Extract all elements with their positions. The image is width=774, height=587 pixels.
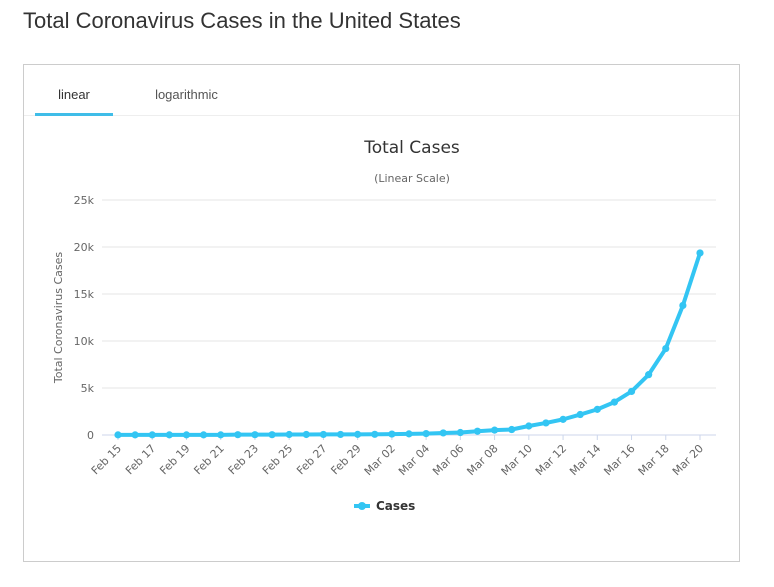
x-tick-label: Mar 18	[636, 442, 672, 478]
tab-bar: linear logarithmic	[24, 65, 739, 116]
data-point	[268, 431, 276, 439]
data-point	[525, 422, 533, 430]
data-point	[456, 428, 464, 437]
chart-card: linear logarithmic Total Cases (Linear Sc…	[23, 64, 740, 562]
data-point	[679, 301, 687, 310]
chart-subtitle: (Linear Scale)	[374, 172, 450, 185]
legend-label-cases: Cases	[376, 499, 415, 513]
data-point	[542, 419, 550, 427]
x-tick-label: Mar 12	[533, 442, 569, 478]
data-point	[627, 387, 636, 396]
data-point	[508, 425, 516, 434]
x-tick-label: Feb 21	[191, 442, 226, 477]
data-point	[439, 429, 447, 437]
data-point	[610, 398, 619, 406]
data-point	[696, 249, 704, 257]
data-point	[336, 430, 345, 439]
data-point	[131, 431, 139, 439]
tab-linear[interactable]: linear	[58, 87, 90, 102]
data-point	[662, 344, 670, 353]
data-point	[490, 426, 499, 434]
x-tick-label: Feb 17	[123, 442, 158, 477]
x-tick-label: Feb 27	[294, 442, 329, 477]
y-tick-label: 20k	[74, 241, 95, 254]
x-tick-label: Mar 02	[362, 442, 398, 478]
tab-logarithmic[interactable]: logarithmic	[155, 87, 218, 102]
data-point	[388, 430, 396, 438]
y-tick-label: 10k	[74, 335, 95, 348]
x-tick-label: Mar 06	[430, 442, 466, 478]
x-tick-label: Mar 14	[567, 442, 603, 478]
x-tick-label: Feb 25	[260, 442, 295, 477]
y-tick-label: 15k	[74, 288, 95, 301]
x-tick-label: Feb 15	[89, 442, 124, 477]
data-point	[593, 405, 601, 413]
y-tick-label: 0	[87, 429, 94, 442]
data-point	[285, 430, 293, 439]
y-tick-label: 5k	[81, 382, 95, 395]
chart: Total Cases (Linear Scale) 0 5k 10k 15k 20k 25k…	[52, 138, 716, 513]
data-point	[405, 430, 413, 438]
data-point	[422, 429, 430, 438]
data-point	[354, 430, 362, 438]
page-title: Total Coronavirus Cases in the United St…	[23, 8, 461, 33]
data-point	[217, 431, 225, 439]
legend-marker	[358, 502, 366, 510]
data-point	[251, 431, 259, 439]
y-axis-title: Total Coronavirus Cases	[52, 252, 65, 385]
data-point	[559, 415, 567, 423]
series-line-cases	[116, 250, 702, 437]
x-tick-label: Feb 29	[328, 442, 363, 477]
active-tab-indicator	[35, 113, 113, 116]
data-point	[576, 410, 584, 419]
x-tick-label: Mar 10	[499, 442, 535, 478]
data-point	[114, 431, 122, 439]
x-tick-label: Feb 19	[157, 442, 192, 477]
x-tick-label: Mar 08	[464, 442, 500, 478]
data-point	[234, 431, 242, 439]
data-point	[302, 430, 310, 439]
data-point	[319, 430, 328, 439]
chart-title: Total Cases	[363, 138, 460, 158]
x-tick-label: Mar 04	[396, 442, 432, 478]
x-tick-label: Mar 16	[601, 442, 637, 478]
data-point	[473, 427, 482, 435]
y-tick-label: 25k	[74, 194, 95, 207]
x-tick-label: Feb 23	[226, 442, 261, 477]
data-point	[182, 431, 191, 439]
data-point	[165, 431, 173, 439]
data-point	[199, 431, 208, 439]
data-point	[148, 431, 156, 439]
data-point	[371, 430, 379, 438]
data-point	[645, 371, 653, 379]
x-tick-label: Mar 20	[670, 442, 706, 478]
